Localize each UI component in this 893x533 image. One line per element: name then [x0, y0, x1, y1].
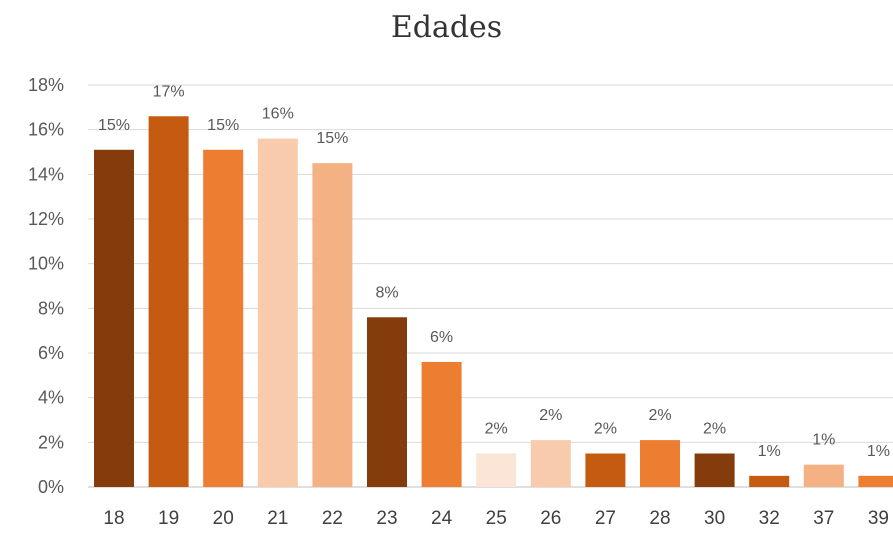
y-tick-label: 4% [38, 388, 64, 408]
x-tick-label: 23 [376, 508, 397, 529]
bar [94, 149, 134, 487]
data-label: 6% [430, 329, 453, 346]
x-tick-label: 28 [649, 508, 670, 529]
data-label: 15% [98, 117, 130, 134]
data-label: 16% [262, 106, 294, 123]
data-label: 2% [703, 421, 726, 438]
bar [803, 464, 844, 487]
bar [367, 317, 407, 487]
bar [421, 361, 462, 487]
bar [749, 475, 790, 487]
data-label: 2% [485, 421, 508, 438]
data-label: 2% [539, 407, 562, 424]
y-tick-label: 14% [28, 164, 64, 184]
bar [530, 440, 571, 487]
data-label: 15% [316, 130, 348, 147]
data-label: 8% [375, 284, 398, 301]
y-tick-label: 18% [28, 75, 64, 95]
bar [858, 475, 893, 487]
data-label: 1% [812, 432, 835, 449]
y-tick-label: 2% [38, 432, 64, 452]
data-label: 1% [867, 443, 890, 460]
data-label: 1% [758, 443, 781, 460]
x-tick-label: 27 [595, 508, 616, 529]
bar [585, 453, 626, 487]
x-tick-label: 18 [103, 508, 124, 529]
y-tick-label: 16% [28, 120, 64, 140]
x-tick-label: 20 [213, 508, 234, 529]
x-tick-label: 22 [322, 508, 343, 529]
bar [640, 440, 680, 487]
data-label: 2% [648, 407, 671, 424]
bar [148, 116, 189, 488]
data-label: 15% [207, 117, 239, 134]
x-tick-label: 24 [431, 508, 453, 529]
x-tick-label: 21 [267, 508, 288, 529]
chart-title: Edades [390, 10, 503, 45]
bar [257, 138, 298, 487]
x-tick-label: 26 [540, 508, 561, 529]
y-tick-label: 0% [38, 477, 64, 497]
y-tick-label: 6% [38, 343, 64, 363]
x-tick-label: 37 [813, 508, 834, 529]
y-tick-label: 10% [28, 254, 64, 274]
bar [694, 453, 735, 487]
bar [203, 149, 244, 487]
y-tick-label: 12% [28, 209, 64, 229]
x-tick-label: 30 [704, 508, 725, 529]
x-tick-label: 39 [868, 508, 889, 529]
x-tick-label: 25 [486, 508, 507, 529]
x-tick-label: 32 [759, 508, 780, 529]
data-label: 2% [594, 421, 617, 438]
x-tick-label: 19 [158, 508, 179, 529]
bar [312, 163, 353, 487]
data-label: 17% [153, 83, 185, 100]
y-tick-label: 8% [38, 298, 64, 318]
bar [476, 453, 517, 487]
